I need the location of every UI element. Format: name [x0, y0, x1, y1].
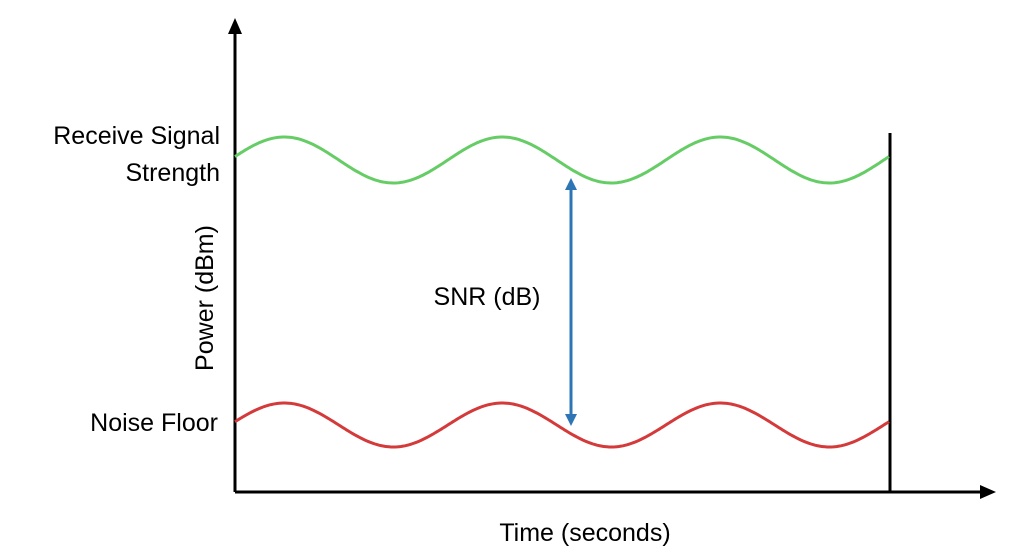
x-axis-label: Time (seconds) [499, 519, 670, 547]
snr-label: SNR (dB) [434, 283, 541, 311]
noise-floor-wave [234, 401, 890, 449]
signal-label-line2: Strength [125, 159, 220, 187]
signal-label-line1: Receive Signal [53, 122, 220, 150]
y-axis-label: Power (dBm) [191, 225, 219, 371]
y-axis-arrowhead [228, 18, 242, 34]
signal-strength-wave [234, 135, 890, 185]
x-axis-arrowhead [980, 485, 996, 499]
noise-floor-label: Noise Floor [90, 409, 218, 437]
